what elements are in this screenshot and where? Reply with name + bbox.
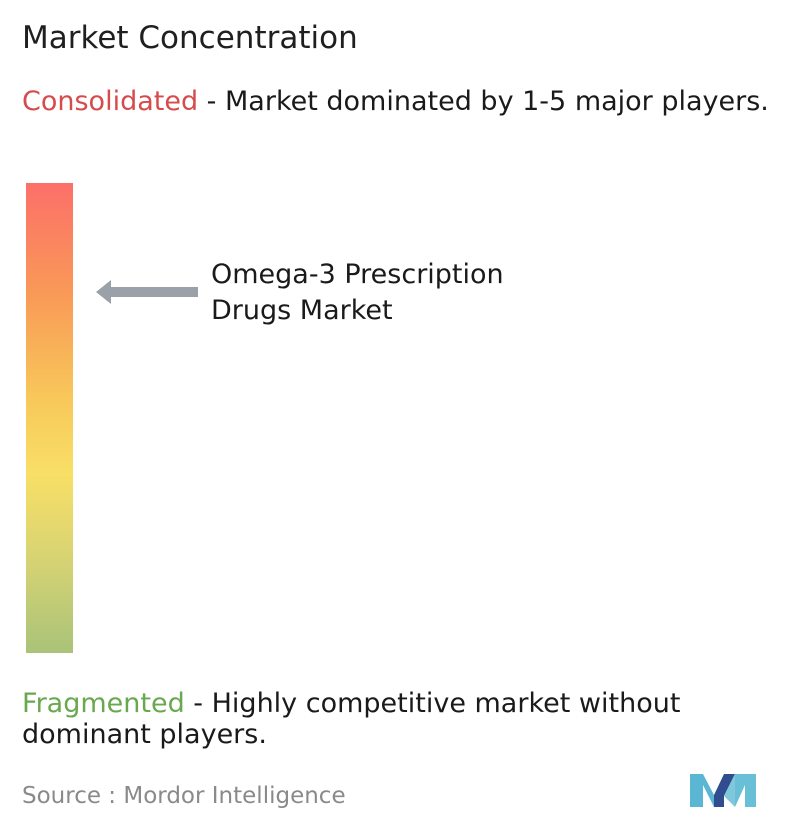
consolidated-description: Consolidated - Market dominated by 1-5 m…: [22, 86, 782, 117]
left-arrow-icon: [96, 280, 198, 304]
source-citation: Source : Mordor Intelligence: [22, 783, 346, 809]
fragmented-label: Fragmented: [22, 688, 185, 719]
fragmented-text: - Highly competitive market without domi…: [22, 688, 681, 750]
fragmented-description: Fragmented - Highly competitive market w…: [22, 688, 792, 750]
consolidated-label: Consolidated: [22, 86, 199, 117]
market-marker-label: Omega-3 Prescription Drugs Market: [211, 259, 504, 326]
mordor-intelligence-logo: [690, 774, 756, 807]
chart-title: Market Concentration: [22, 20, 358, 56]
concentration-gradient-bar: [26, 183, 73, 653]
consolidated-text: - Market dominated by 1-5 major players.: [198, 86, 769, 117]
